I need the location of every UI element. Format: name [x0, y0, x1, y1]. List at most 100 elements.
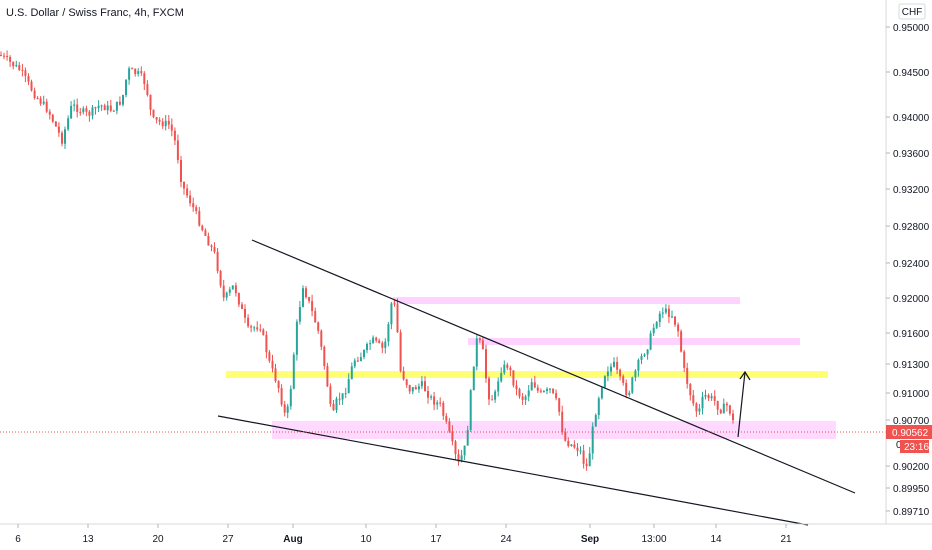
support-resistance-zone[interactable]	[272, 421, 836, 439]
y-tick-label: 0.93600	[893, 149, 930, 160]
candle-body	[350, 366, 353, 380]
candle-body	[634, 370, 637, 378]
candle-body	[94, 107, 97, 109]
candle-body	[359, 357, 362, 362]
candle-body	[384, 341, 387, 348]
candle-body	[469, 390, 472, 430]
candle-body	[347, 379, 350, 394]
candle-body	[143, 73, 146, 85]
candle-body	[411, 387, 414, 392]
trendline-lower-wedge[interactable]	[217, 415, 809, 526]
candle-body	[97, 105, 100, 109]
candle-body	[674, 316, 676, 325]
candle-body	[472, 366, 475, 391]
candle-body	[21, 70, 24, 71]
candle-body	[521, 396, 524, 400]
y-tick-label: 0.92000	[893, 294, 930, 305]
candle-body	[67, 118, 70, 130]
candle-body	[231, 285, 234, 290]
x-tick-label: Aug	[283, 534, 302, 545]
candle-body	[485, 349, 487, 379]
x-tick-label: 13:00	[641, 534, 666, 545]
candle-body	[39, 98, 42, 104]
arrow-shaft	[737, 371, 746, 438]
candle-body	[570, 444, 573, 446]
candle-body	[420, 381, 423, 387]
candle-body	[225, 292, 228, 298]
candle-body	[305, 288, 307, 298]
candle-body	[137, 71, 140, 74]
candle-body	[457, 454, 460, 462]
candle-body	[481, 340, 484, 350]
candle-body	[488, 378, 490, 400]
candle-body	[503, 364, 506, 373]
candle-body	[289, 388, 292, 407]
candle-body	[588, 453, 591, 467]
candle-body	[713, 396, 716, 401]
candle-body	[262, 329, 265, 335]
candle-body	[527, 390, 530, 397]
candle-body	[576, 447, 579, 451]
candles-layer	[0, 50, 734, 471]
candle-body	[207, 235, 210, 246]
candle-body	[366, 344, 368, 351]
candle-body	[161, 121, 164, 127]
candle-body	[204, 230, 207, 236]
candle-body	[363, 350, 365, 358]
candle-body	[637, 359, 640, 371]
candle-body	[244, 308, 246, 318]
candle-body	[433, 396, 436, 405]
candle-body	[189, 195, 192, 204]
support-resistance-zone[interactable]	[393, 297, 740, 304]
candle-body	[509, 367, 512, 371]
x-tick-label: 21	[780, 534, 792, 545]
candle-body	[30, 81, 33, 91]
x-tick-label: 14	[710, 534, 722, 545]
candle-body	[649, 333, 652, 350]
y-tick-label: 0.94500	[893, 68, 930, 79]
support-resistance-zone[interactable]	[468, 338, 800, 345]
y-tick-label: 0.90700	[893, 416, 930, 427]
candle-body	[491, 399, 494, 401]
candle-body	[82, 108, 85, 113]
candle-body	[555, 393, 558, 399]
candle-body	[317, 322, 320, 331]
candle-body	[256, 327, 259, 330]
candle-body	[292, 354, 295, 389]
candle-body	[463, 445, 466, 456]
candle-body	[265, 334, 268, 353]
candle-body	[536, 387, 539, 391]
support-resistance-zone[interactable]	[226, 371, 828, 378]
candle-body	[475, 338, 478, 367]
candle-body	[280, 388, 283, 405]
currency-badge[interactable]: CHF	[898, 3, 926, 20]
candle-body	[600, 387, 603, 399]
candle-body	[616, 361, 619, 370]
candle-body	[164, 120, 167, 127]
candle-body	[198, 211, 201, 226]
candle-body	[186, 188, 189, 196]
candle-body	[131, 68, 134, 70]
candle-body	[167, 120, 170, 125]
candle-body	[27, 76, 30, 82]
candle-body	[671, 316, 673, 318]
candle-body	[561, 411, 564, 433]
projection-arrow[interactable]	[737, 370, 751, 438]
candle-body	[183, 181, 185, 189]
candle-body	[542, 391, 545, 392]
candle-body	[378, 340, 381, 343]
candle-body	[564, 432, 567, 441]
candle-body	[210, 245, 213, 247]
candle-body	[582, 450, 585, 464]
candle-body	[375, 337, 378, 341]
candle-body	[466, 430, 469, 446]
candle-body	[494, 391, 497, 400]
trendline-upper-wedge[interactable]	[251, 239, 856, 494]
candle-body	[329, 386, 332, 404]
candle-body	[122, 95, 124, 105]
candle-body	[241, 304, 243, 309]
candle-body	[302, 288, 304, 307]
candle-body	[567, 440, 570, 446]
candle-body	[408, 385, 411, 392]
